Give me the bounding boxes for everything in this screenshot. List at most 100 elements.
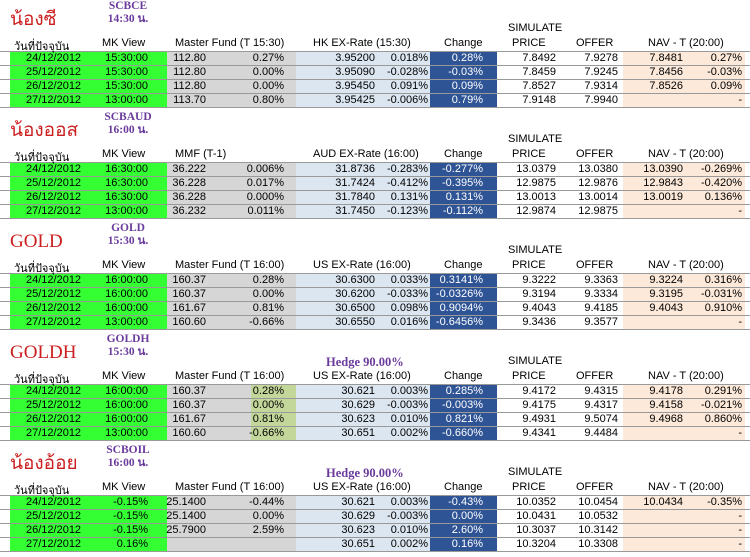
nav-change: -0.269% [701, 163, 742, 175]
date: 24/12/2012 [26, 163, 82, 175]
table-row: 24/12/2012 15:30:00 112.80 0.27% 3.95200 0.01… [0, 51, 750, 65]
nav-header: NAV - T (20:00) [648, 259, 724, 271]
fund-change: 0.000% [246, 191, 284, 203]
fund-change: 0.27% [252, 52, 284, 64]
change-header: Change [444, 481, 483, 493]
mk-view: 13:00:00 [105, 205, 148, 217]
table-row: 26/12/2012 -0.15% 25.7900 2.59% 30.623 0.010%… [0, 523, 750, 537]
fund-value: 160.37 [172, 385, 206, 397]
mk-view: 13:00:00 [105, 316, 148, 328]
fund-code: GOLDH 15:30 น. [106, 333, 150, 358]
change: -0.395% [442, 177, 483, 189]
table-row: 27/12/2012 0.16% 30.651 0.002% 0.16% 10.3204 1… [0, 537, 750, 551]
grid-line [0, 329, 750, 330]
section-name: น้องออส [10, 120, 79, 141]
section-1: น้องซี SCBCE 14:30 น. SIMULATE วันที่ปัจจุบั… [0, 0, 750, 111]
change: 0.285% [445, 385, 483, 397]
offer-header: OFFER [576, 37, 614, 49]
change: 0.821% [445, 413, 483, 425]
fund-value: 112.80 [173, 80, 206, 92]
nav-change: - [738, 427, 742, 439]
grid-line [0, 287, 750, 288]
price: 10.0431 [516, 510, 556, 522]
nav-change: 0.291% [704, 385, 742, 397]
date: 25/12/2012 [26, 399, 82, 411]
nav-change: - [738, 538, 742, 550]
header-row: วันที่ปัจจุบัน MK View Master Fund (T 16:0… [0, 370, 750, 386]
price: 10.3204 [516, 538, 556, 550]
ex-rate: 30.629 [341, 510, 375, 522]
ex-rate: 30.621 [341, 385, 375, 397]
simulate-label: SIMULATE [508, 133, 563, 145]
fund-change: 0.00% [252, 288, 284, 300]
offer: 7.9245 [584, 66, 618, 78]
grid-line [0, 162, 750, 163]
date: 25/12/2012 [26, 510, 82, 522]
fund-header: Master Fund (T 16:00) [175, 481, 285, 493]
header-row: วันที่ปัจจุบัน MK View MMF (T-1) AUD EX-Rat… [0, 148, 750, 164]
offer: 12.9875 [578, 205, 618, 217]
ex-rate-change: -0.412% [387, 177, 428, 189]
price-header: PRICE [512, 481, 546, 493]
ex-rate-change: 0.003% [390, 496, 428, 508]
mk-view-header: MK View [102, 370, 146, 382]
section-5: น้องอ้อย SCBOIL 16:00 น. Hedge 90.00% SIMULA… [0, 444, 750, 555]
fund-change: 2.59% [252, 524, 284, 536]
price-header: PRICE [512, 37, 546, 49]
table-row: 26/12/2012 15:30:00 112.80 0.00% 3.95450 0.09… [0, 79, 750, 93]
ex-rate: 31.7450 [335, 205, 375, 217]
price: 9.4341 [522, 427, 556, 439]
grid-line [0, 65, 750, 66]
table-row: 24/12/2012 16:30:00 36.222 0.006% 31.8736 -0.… [0, 162, 750, 176]
offer: 12.9876 [578, 177, 618, 189]
nav-change: 0.316% [704, 274, 742, 286]
change-header: Change [444, 37, 483, 49]
date: 26/12/2012 [26, 80, 82, 92]
mk-view-header: MK View [102, 148, 146, 160]
mk-view: 16:00:00 [105, 302, 148, 314]
mk-view: 16:30:00 [105, 191, 148, 203]
nav-header: NAV - T (20:00) [648, 370, 724, 382]
fund-value: 113.70 [173, 94, 206, 106]
date: 27/12/2012 [26, 94, 82, 106]
date: 24/12/2012 [26, 52, 82, 64]
table-row: 25/12/2012 16:30:00 36.228 0.017% 31.7424 -0.… [0, 176, 750, 190]
grid-line [0, 301, 750, 302]
grid-line [0, 107, 750, 108]
nav: 9.4158 [649, 399, 683, 411]
nav-change: -0.35% [707, 496, 742, 508]
change: 0.16% [451, 538, 483, 550]
mk-view: -0.15% [113, 510, 148, 522]
mk-view: 15:30:00 [105, 52, 148, 64]
date: 24/12/2012 [26, 496, 82, 508]
table-row: 25/12/2012 -0.15% 25.1400 0.00% 30.629 -0.003… [0, 509, 750, 523]
table-row: 25/12/2012 16:00:00 160.37 0.00% 30.629 -0.00… [0, 398, 750, 412]
fund-change: 0.00% [252, 80, 284, 92]
ex-rate: 31.7424 [335, 177, 375, 189]
change: 0.00% [451, 510, 483, 522]
date: 25/12/2012 [26, 66, 82, 78]
hedge-label: Hedge 90.00% [326, 466, 404, 480]
nav: 7.8526 [649, 80, 683, 92]
ex-rate-header: US EX-Rate (16:00) [313, 370, 411, 382]
price: 12.9875 [516, 177, 556, 189]
fund-value: 112.80 [173, 66, 206, 78]
mk-view: 13:00:00 [105, 94, 148, 106]
grid-line [0, 273, 750, 274]
offer: 9.3363 [584, 274, 618, 286]
fund-header: Master Fund (T 16:00) [175, 370, 285, 382]
price: 7.8459 [522, 66, 556, 78]
price: 9.3222 [522, 274, 556, 286]
ex-rate-change: -0.028% [387, 66, 428, 78]
offer: 10.3142 [578, 524, 618, 536]
ex-rate-change: 0.131% [390, 191, 428, 203]
offer-header: OFFER [576, 148, 614, 160]
mk-view: 16:00:00 [105, 274, 148, 286]
offer: 9.5074 [584, 413, 618, 425]
nav: 9.4178 [649, 385, 683, 397]
table-row: 27/12/2012 13:00:00 160.60 -0.66% 30.651 0.00… [0, 426, 750, 440]
mk-view-header: MK View [102, 481, 146, 493]
fund-change: 0.011% [247, 205, 285, 217]
price: 9.4931 [522, 413, 556, 425]
fund-change: 0.00% [252, 66, 284, 78]
